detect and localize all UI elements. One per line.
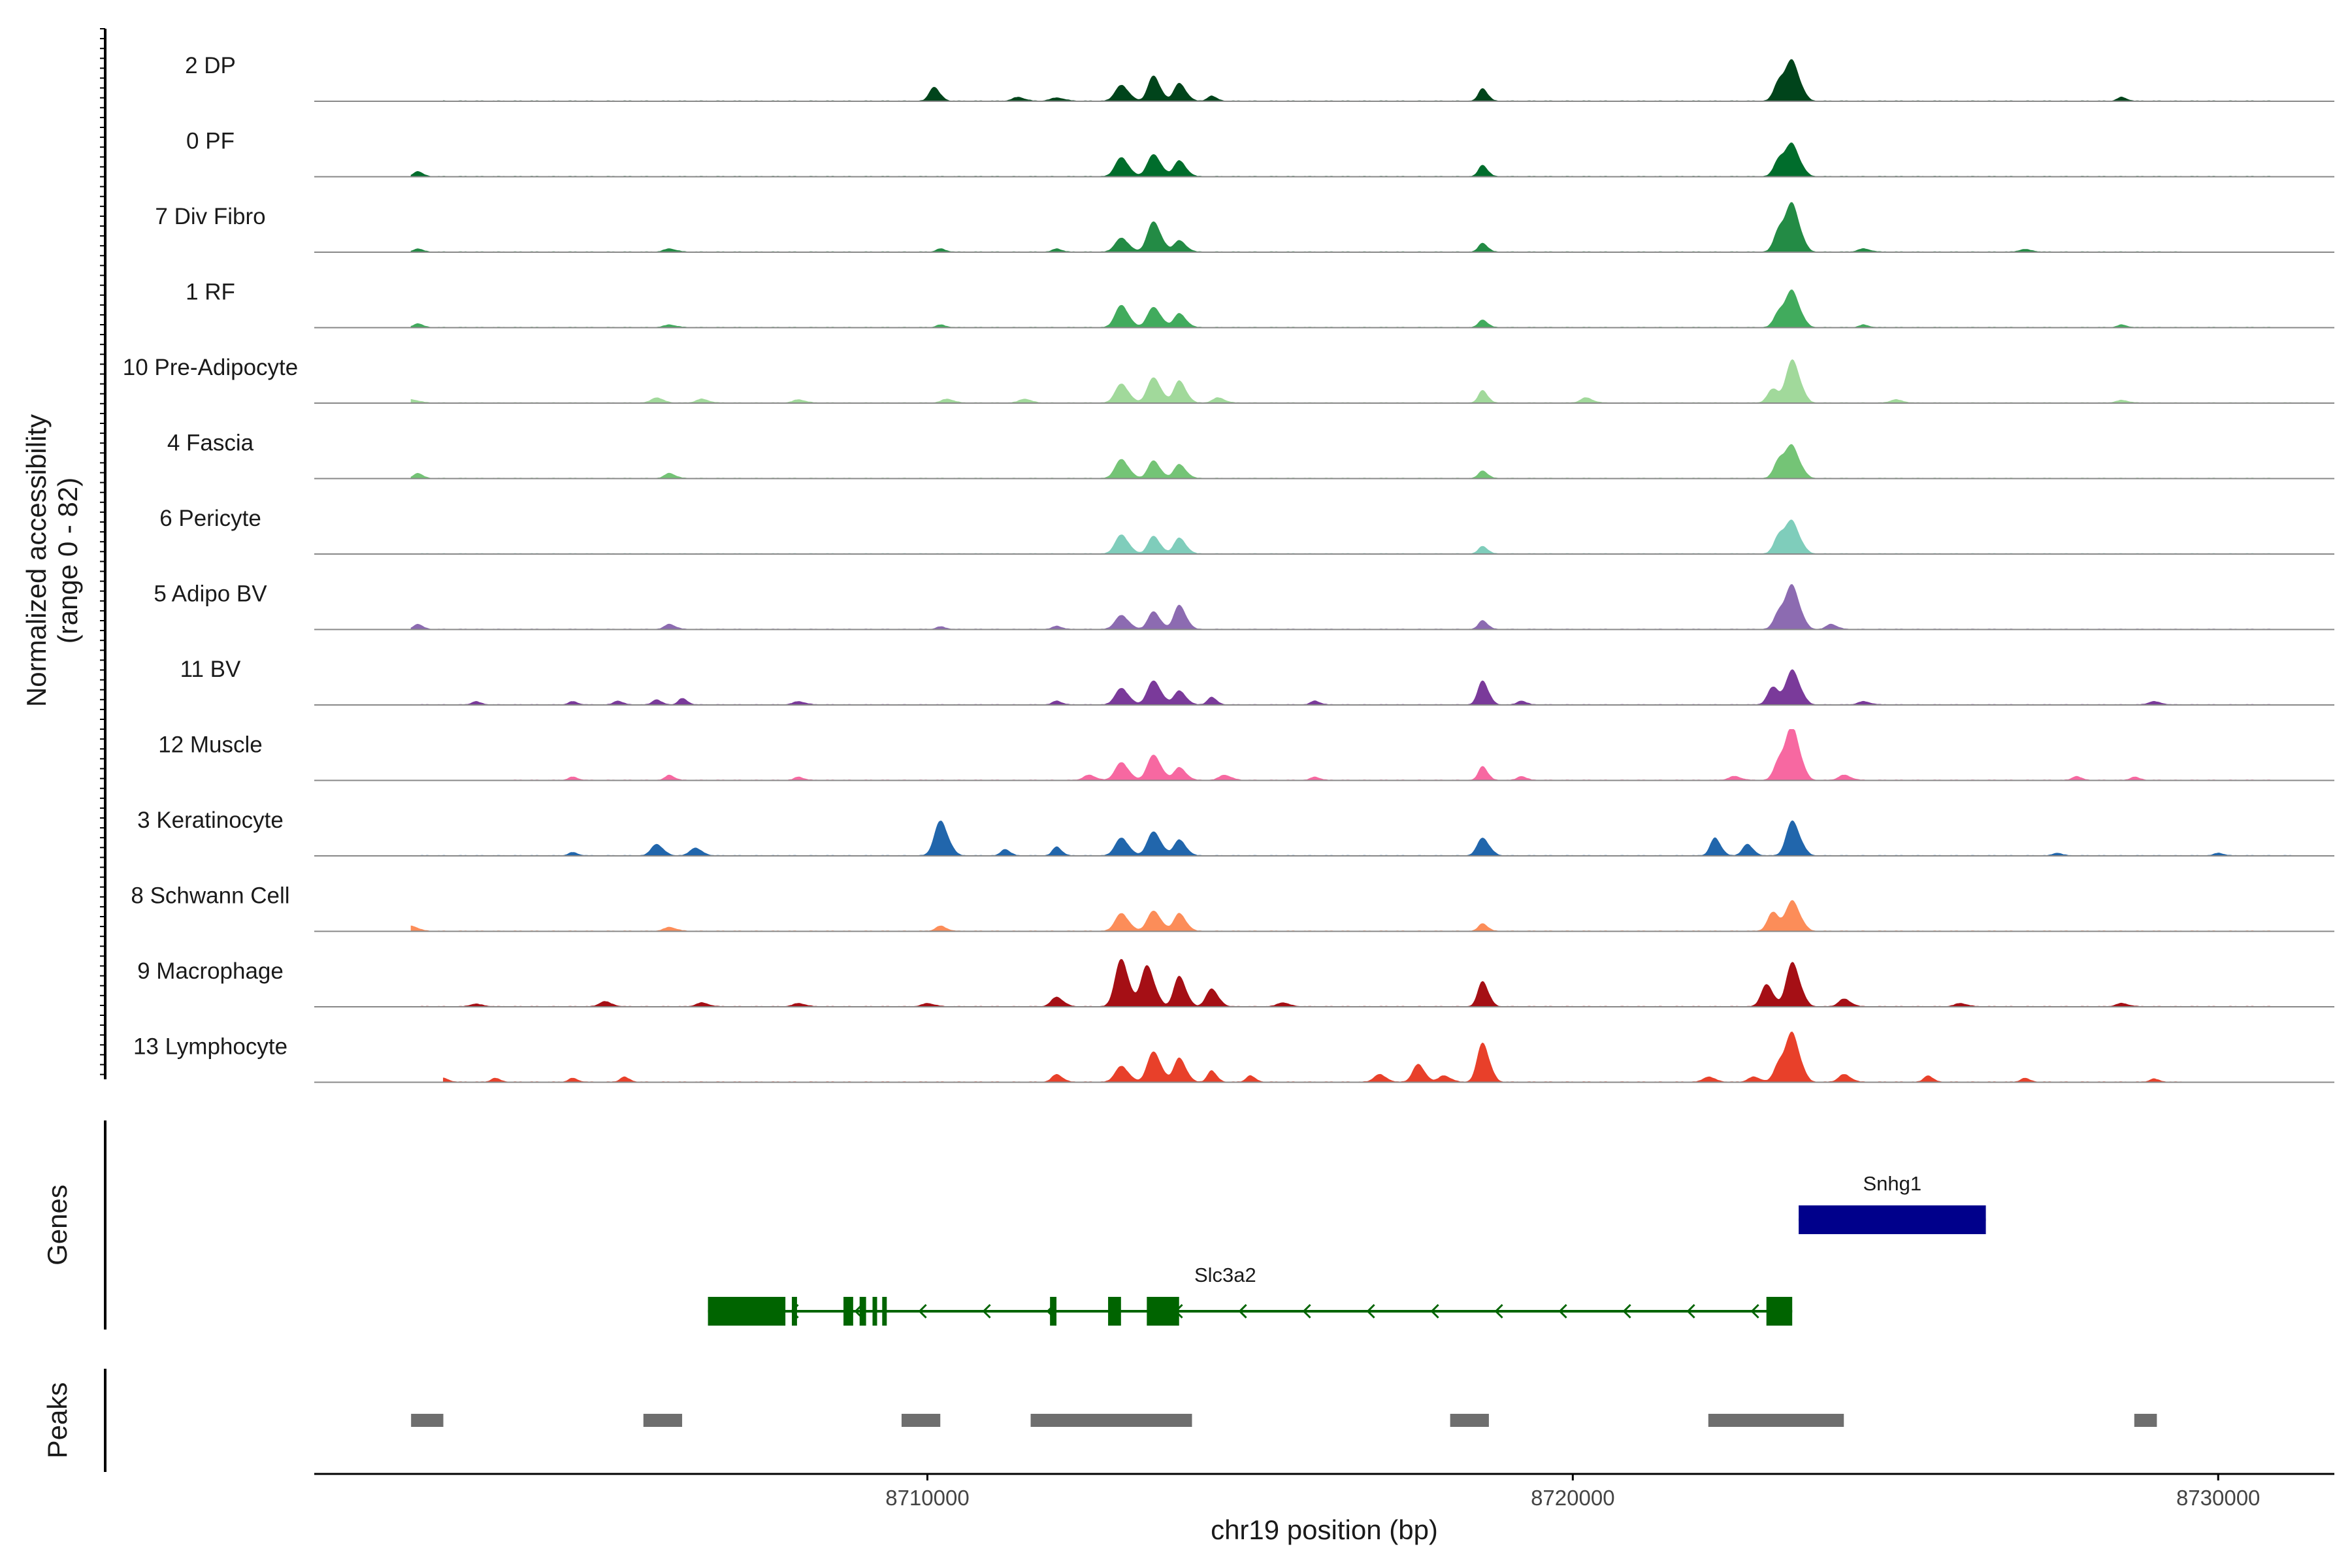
track-label: 4 Fascia: [167, 431, 254, 456]
peak-region: [411, 1414, 444, 1427]
peak-region: [643, 1414, 683, 1427]
peak-regions: [411, 1414, 2157, 1427]
track-label: 12 Muscle: [158, 732, 263, 758]
y-axis-range-label: (range 0 - 82): [52, 478, 83, 644]
coverage-area: [410, 820, 2296, 857]
strand-arrow: [918, 1303, 927, 1319]
gene-exon: [843, 1297, 853, 1326]
strand-arrow: [1302, 1303, 1311, 1319]
coverage-area: [410, 142, 2283, 177]
gene-snhg1: Snhg1: [1799, 1172, 1986, 1234]
track-label: 13 Lymphocyte: [133, 1034, 287, 1060]
coverage-area: [410, 900, 2283, 932]
track-13-lymphocyte: 13 Lymphocyte: [133, 1032, 2334, 1083]
x-axis: 8710000 8720000 8730000: [885, 1474, 2260, 1510]
x-tick-label: 8720000: [1531, 1486, 1614, 1510]
gene-exon: [1766, 1297, 1793, 1326]
strand-arrow: [1750, 1303, 1759, 1319]
gene-annotations: Slc3a2 Snhg1: [708, 1172, 1986, 1326]
gene-slc3a2: Slc3a2: [708, 1264, 1793, 1326]
track-0-pf: 0 PF: [186, 129, 2334, 178]
gene-exon: [882, 1297, 887, 1326]
track-label: 2 DP: [185, 53, 236, 78]
coverage-area: [410, 669, 2283, 706]
strand-arrow: [1238, 1303, 1247, 1319]
x-tick-label: 8730000: [2176, 1486, 2260, 1510]
track-12-muscle: 12 Muscle: [158, 729, 2334, 781]
gene-exon: [708, 1297, 786, 1326]
track-label: 5 Adipo BV: [154, 581, 267, 607]
track-8-schwann-cell: 8 Schwann Cell: [131, 883, 2334, 932]
strand-arrow: [1558, 1303, 1567, 1319]
coverage-tracks: 2 DP 0 PF 7 Div Fibro 1 RF 10 Pre-Adipocyte 4…: [123, 53, 2334, 1083]
track-2-dp: 2 DP: [185, 53, 2334, 102]
track-label: 3 Keratinocyte: [137, 808, 284, 833]
track-label: 6 Pericyte: [159, 506, 261, 531]
coverage-area: [410, 202, 2187, 253]
track-10-pre-adipocyte: 10 Pre-Adipocyte: [123, 355, 2334, 404]
peak-region: [2134, 1414, 2157, 1427]
strand-arrow: [1494, 1303, 1503, 1319]
track-3-keratinocyte: 3 Keratinocyte: [137, 808, 2334, 857]
coverage-area: [410, 359, 2315, 404]
track-5-adipo-bv: 5 Adipo BV: [154, 581, 2334, 630]
gene-exon: [1050, 1297, 1057, 1326]
coverage-area: [410, 584, 2283, 630]
peak-region: [1450, 1414, 1489, 1427]
track-4-fascia: 4 Fascia: [167, 431, 2334, 480]
strand-arrow: [1366, 1303, 1375, 1319]
gene-exon: [792, 1297, 797, 1326]
coverage-area: [410, 519, 2283, 555]
track-6-pericyte: 6 Pericyte: [159, 506, 2334, 555]
strand-arrow: [1622, 1303, 1631, 1319]
gene-exon: [1147, 1297, 1179, 1326]
strand-arrow: [982, 1303, 991, 1319]
gene-exon: [859, 1297, 866, 1326]
track-9-macrophage: 9 Macrophage: [137, 958, 2334, 1007]
y-axis-title: Normalized accessibility: [21, 414, 52, 707]
coverage-area: [410, 289, 2283, 328]
track-label: 11 BV: [180, 657, 241, 682]
coverage-area: [507, 729, 2283, 781]
peak-region: [901, 1414, 941, 1427]
track-label: 1 RF: [186, 280, 235, 305]
track-7-div-fibro: 7 Div Fibro: [155, 202, 2334, 253]
track-label: 0 PF: [186, 129, 235, 154]
genes-panel-label: Genes: [42, 1184, 73, 1266]
peaks-panel-label: Peaks: [42, 1382, 73, 1459]
coverage-area: [443, 59, 2283, 102]
gene-name-label: Slc3a2: [1194, 1264, 1256, 1286]
coverage-area: [410, 958, 2283, 1007]
track-1-rf: 1 RF: [186, 280, 2334, 329]
strand-arrow: [1430, 1303, 1439, 1319]
track-label: 7 Div Fibro: [155, 204, 265, 229]
gene-exon: [872, 1297, 877, 1326]
track-label: 9 Macrophage: [137, 958, 284, 984]
coverage-area: [443, 1032, 2187, 1083]
coverage-area: [410, 444, 2283, 479]
track-11-bv: 11 BV: [180, 657, 2334, 706]
peak-region: [1708, 1414, 1844, 1427]
track-label: 10 Pre-Adipocyte: [123, 355, 298, 380]
strand-arrow: [1686, 1303, 1695, 1319]
track-label: 8 Schwann Cell: [131, 883, 289, 909]
y-axis: [100, 28, 106, 1079]
gene-exon: [1108, 1297, 1121, 1326]
peak-region: [1030, 1414, 1192, 1427]
gene-name-label: Snhg1: [1863, 1172, 1921, 1195]
gene-exon: [1799, 1205, 1986, 1234]
x-tick-label: 8710000: [885, 1486, 969, 1510]
x-axis-title: chr19 position (bp): [1211, 1514, 1438, 1545]
